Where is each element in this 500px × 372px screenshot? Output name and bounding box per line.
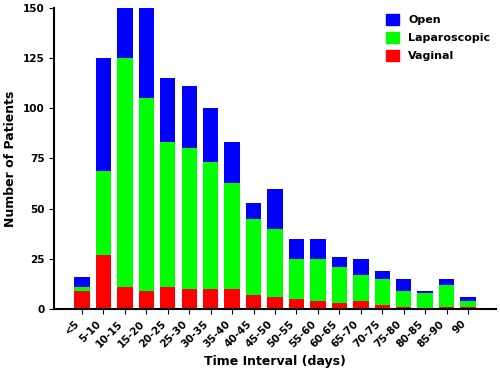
Bar [268,189,282,229]
Bar [332,257,347,267]
Bar [310,239,326,259]
Bar [374,271,390,279]
Y-axis label: Number of Patients: Number of Patients [4,90,17,227]
Bar [268,229,282,297]
Bar [268,297,282,309]
Bar [224,289,240,309]
Bar [460,301,476,307]
Bar [374,305,390,309]
X-axis label: Time Interval (days): Time Interval (days) [204,355,346,368]
Bar [224,142,240,183]
Bar [439,285,454,307]
Bar [96,58,111,170]
Bar [182,148,197,289]
Bar [138,98,154,291]
Bar [418,291,433,293]
Bar [288,239,304,259]
Bar [138,291,154,309]
Bar [353,275,368,301]
Bar [353,259,368,275]
Bar [182,86,197,148]
Bar [332,303,347,309]
Bar [460,297,476,301]
Bar [117,287,132,309]
Bar [74,291,90,309]
Bar [224,183,240,289]
Bar [138,8,154,98]
Bar [246,295,262,309]
Bar [460,307,476,309]
Bar [288,299,304,309]
Bar [396,279,411,291]
Bar [182,289,197,309]
Bar [310,301,326,309]
Bar [160,287,176,309]
Bar [160,78,176,142]
Bar [332,267,347,303]
Bar [117,58,132,287]
Bar [288,259,304,299]
Bar [96,255,111,309]
Bar [203,163,218,289]
Bar [246,203,262,219]
Bar [374,279,390,305]
Bar [396,307,411,309]
Bar [96,170,111,255]
Bar [439,307,454,309]
Bar [74,277,90,287]
Bar [160,142,176,287]
Bar [203,289,218,309]
Bar [203,108,218,163]
Bar [418,293,433,309]
Legend: Open, Laparoscopic, Vaginal: Open, Laparoscopic, Vaginal [386,14,490,61]
Bar [74,287,90,291]
Bar [117,8,132,58]
Bar [439,279,454,285]
Bar [246,219,262,295]
Bar [396,291,411,307]
Bar [310,259,326,301]
Bar [353,301,368,309]
